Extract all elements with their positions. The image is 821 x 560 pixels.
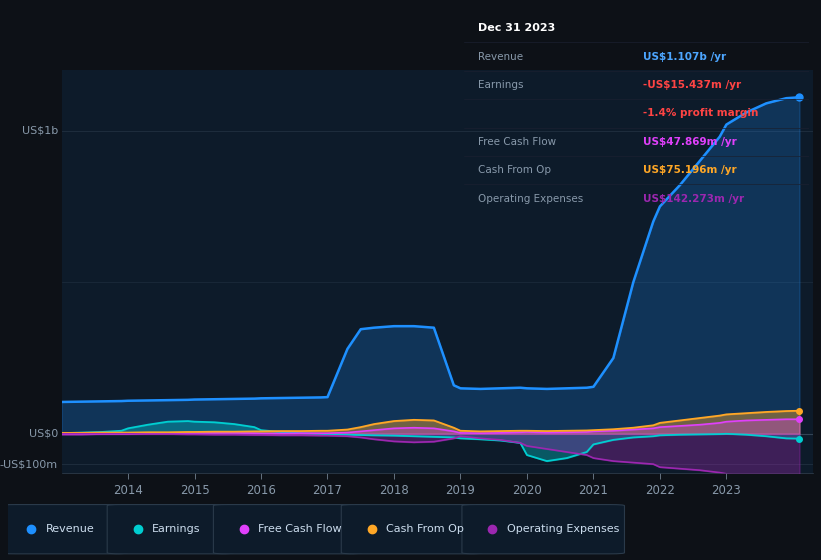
Text: Operating Expenses: Operating Expenses bbox=[478, 194, 583, 204]
Text: -1.4% profit margin: -1.4% profit margin bbox=[643, 109, 759, 118]
Text: US$75.196m /yr: US$75.196m /yr bbox=[643, 165, 736, 175]
Text: Free Cash Flow: Free Cash Flow bbox=[258, 524, 342, 534]
Text: -US$100m: -US$100m bbox=[0, 459, 57, 469]
Text: Free Cash Flow: Free Cash Flow bbox=[478, 137, 556, 147]
Text: US$47.869m /yr: US$47.869m /yr bbox=[643, 137, 737, 147]
FancyBboxPatch shape bbox=[462, 505, 625, 554]
Text: Cash From Op: Cash From Op bbox=[386, 524, 464, 534]
Text: Operating Expenses: Operating Expenses bbox=[507, 524, 619, 534]
Text: Cash From Op: Cash From Op bbox=[478, 165, 551, 175]
Text: US$1b: US$1b bbox=[21, 125, 57, 136]
Text: Dec 31 2023: Dec 31 2023 bbox=[478, 23, 555, 33]
Text: US$1.107b /yr: US$1.107b /yr bbox=[643, 52, 727, 62]
FancyBboxPatch shape bbox=[108, 505, 234, 554]
Text: Earnings: Earnings bbox=[478, 80, 523, 90]
FancyBboxPatch shape bbox=[1, 505, 127, 554]
Text: Revenue: Revenue bbox=[478, 52, 523, 62]
Text: US$0: US$0 bbox=[29, 429, 57, 439]
Text: Earnings: Earnings bbox=[152, 524, 200, 534]
Text: -US$15.437m /yr: -US$15.437m /yr bbox=[643, 80, 741, 90]
Text: Revenue: Revenue bbox=[46, 524, 94, 534]
FancyBboxPatch shape bbox=[342, 505, 482, 554]
Text: US$142.273m /yr: US$142.273m /yr bbox=[643, 194, 745, 204]
FancyBboxPatch shape bbox=[213, 505, 361, 554]
